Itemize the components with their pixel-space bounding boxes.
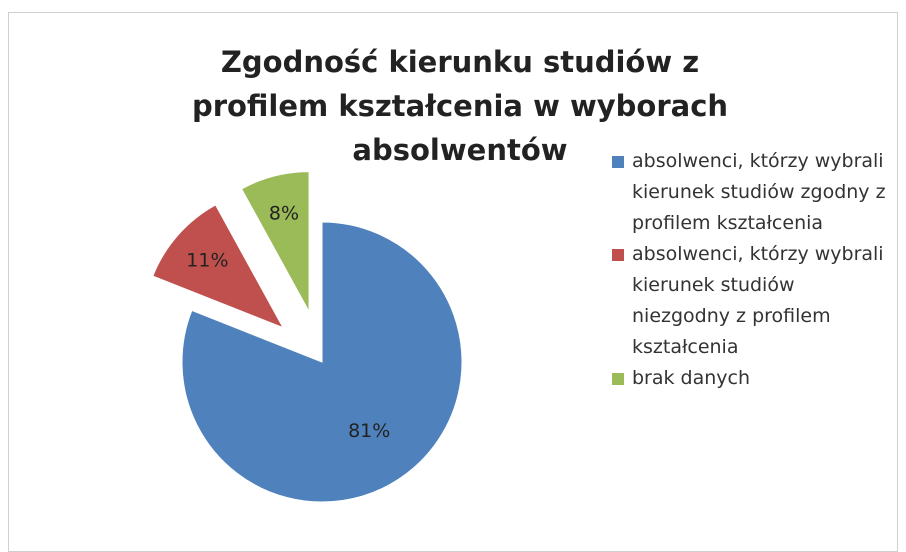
pie-slice	[152, 204, 285, 329]
legend-swatch	[612, 373, 624, 385]
legend-swatch	[612, 249, 624, 261]
chart-title: Zgodność kierunku studiów z profilem ksz…	[191, 45, 729, 167]
page: {"chart_data": {"type": "pie", "title": …	[8, 12, 898, 552]
legend-item: absolwenci, którzy wybrali kierunek stud…	[612, 239, 897, 363]
legend-swatch	[612, 156, 624, 168]
data-label: 81%	[348, 420, 390, 442]
pie-slice	[181, 221, 463, 503]
pie-slice	[240, 171, 310, 312]
pie-chart: 81% 11% 8%	[152, 171, 463, 503]
legend-label: absolwenci, którzy wybrali kierunek stud…	[632, 150, 886, 234]
legend-label: absolwenci, którzy wybrali kierunek stud…	[632, 243, 884, 358]
legend-item: absolwenci, którzy wybrali kierunek stud…	[612, 146, 897, 239]
legend-label: brak danych	[632, 367, 751, 389]
data-label: 11%	[186, 249, 228, 271]
legend: absolwenci, którzy wybrali kierunek stud…	[612, 146, 897, 394]
legend-item: brak danych	[612, 363, 897, 394]
data-label: 8%	[269, 203, 299, 225]
